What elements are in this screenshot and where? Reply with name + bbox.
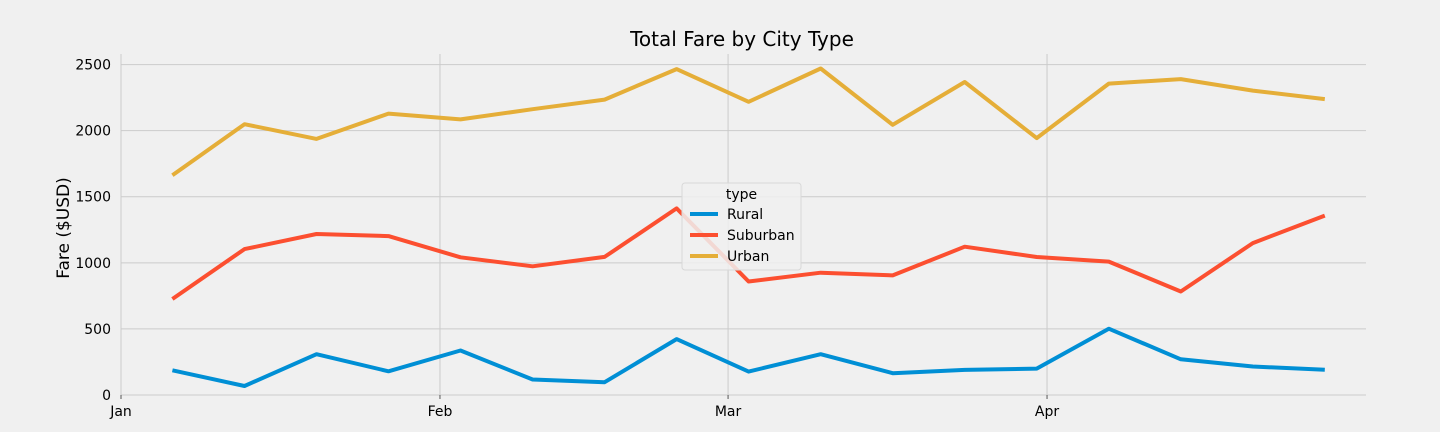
- legend: type Rural Suburban Urban: [681, 182, 802, 271]
- x-tick-label: Feb: [428, 404, 453, 420]
- legend-label-rural: Rural: [727, 207, 763, 223]
- series-lines: [171, 66, 1326, 388]
- y-tick-label: 1500: [75, 190, 111, 206]
- legend-label-suburban: Suburban: [727, 228, 795, 244]
- x-tick-label: Mar: [715, 404, 742, 420]
- y-tick-label: 500: [84, 322, 111, 338]
- legend-label-urban: Urban: [727, 249, 769, 265]
- y-tick-label: 1000: [75, 256, 111, 272]
- series-line-rural: [171, 326, 1325, 388]
- y-tick-label: 2000: [75, 124, 111, 140]
- series-line-urban: [171, 66, 1326, 177]
- legend-box: [681, 182, 802, 271]
- x-tick-label: Apr: [1035, 404, 1059, 420]
- axes: 0 500 1000 1500 2000 2500 Jan Feb Mar Apr: [75, 58, 1059, 420]
- x-tick-label: Jan: [109, 404, 132, 420]
- y-tick-label: 0: [102, 388, 111, 404]
- series-line-suburban: [171, 206, 1326, 301]
- y-tick-label: 2500: [75, 58, 111, 74]
- legend-title: type: [726, 187, 757, 203]
- chart-title: Total Fare by City Type: [629, 27, 854, 51]
- y-axis-label: Fare ($USD): [54, 177, 74, 279]
